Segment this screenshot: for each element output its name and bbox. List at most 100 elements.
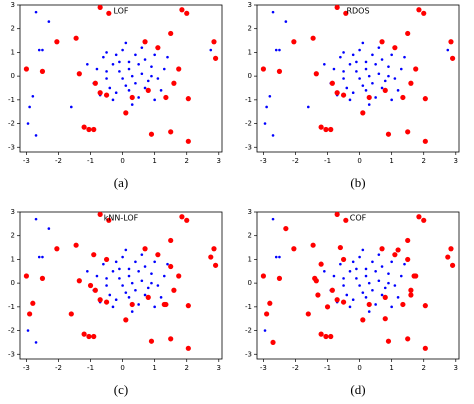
inlier-point	[342, 70, 345, 73]
inlier-point	[166, 55, 169, 59]
inlier-point	[143, 58, 147, 61]
x-tick-label: 1	[152, 157, 156, 165]
outlier-point	[343, 217, 349, 223]
outlier-point	[106, 10, 112, 16]
inlier-point	[355, 267, 358, 271]
outlier-point	[323, 333, 329, 340]
inlier-point	[127, 67, 131, 71]
inlier-point	[26, 329, 30, 332]
inlier-point	[140, 72, 144, 76]
outlier-point	[318, 261, 324, 267]
y-tick-label: 2	[11, 25, 15, 33]
inlier-point	[364, 274, 368, 278]
inlier-point	[342, 284, 345, 287]
inlier-point	[358, 48, 361, 52]
inlier-point	[105, 284, 108, 287]
outlier-point	[448, 246, 454, 252]
outlier-point	[310, 242, 316, 248]
outlier-point	[382, 294, 388, 300]
outlier-point	[416, 214, 422, 220]
inlier-point	[140, 46, 144, 49]
inlier-point	[339, 262, 342, 266]
y-tick-label: 2	[248, 25, 252, 33]
inlier-point	[86, 269, 89, 273]
inlier-point	[364, 267, 368, 271]
inlier-point	[137, 269, 140, 273]
y-tick-label: 0	[248, 279, 252, 287]
inlier-point	[127, 89, 131, 92]
inlier-point	[351, 298, 355, 302]
outlier-point	[329, 287, 335, 293]
outlier-point	[97, 211, 103, 217]
x-tick-label: -1	[87, 157, 94, 165]
outlier-point	[54, 39, 60, 45]
inlier-point	[348, 269, 352, 273]
inlier-point	[153, 53, 156, 57]
inlier-point	[263, 122, 267, 125]
outlier-point	[97, 90, 103, 96]
x-tick-label: -3	[23, 157, 30, 165]
inlier-point	[403, 262, 406, 266]
inlier-point	[371, 53, 374, 57]
x-tick-label: -2	[55, 157, 62, 165]
outlier-point	[176, 273, 182, 279]
inlier-point	[390, 305, 393, 309]
outlier-point	[155, 45, 161, 51]
outlier-point	[421, 217, 427, 223]
inlier-point	[153, 260, 156, 264]
inlier-point	[127, 296, 131, 299]
outlier-point	[123, 317, 129, 323]
inlier-point	[351, 53, 355, 57]
outlier-point	[405, 336, 411, 342]
outlier-point	[212, 55, 219, 61]
outlier-point	[449, 262, 456, 268]
inlier-point	[446, 48, 450, 52]
outlier-point	[92, 80, 98, 86]
outlier-point	[106, 217, 112, 223]
outlier-point	[366, 94, 372, 101]
inlier-point	[105, 77, 108, 80]
inlier-point	[150, 65, 153, 68]
inlier-point	[268, 94, 272, 98]
inlier-point	[114, 91, 118, 95]
outlier-point	[211, 39, 217, 45]
axes-frame	[256, 211, 460, 360]
inlier-point	[114, 298, 118, 302]
outlier-point	[73, 35, 79, 41]
outlier-point	[448, 39, 454, 45]
inlier-point	[374, 303, 377, 306]
inlier-point	[396, 296, 400, 299]
outlier-point	[360, 317, 366, 323]
outlier-point	[318, 124, 324, 130]
inlier-point	[153, 98, 156, 102]
outlier-point	[276, 68, 283, 74]
outlier-point	[161, 301, 167, 308]
outlier-point	[211, 246, 217, 252]
outlier-point	[30, 300, 36, 306]
inlier-point	[307, 105, 310, 109]
inlier-point	[348, 62, 352, 66]
inlier-point	[130, 74, 134, 78]
outlier-point	[343, 10, 349, 16]
y-tick-label: -1	[245, 96, 252, 104]
outlier-point	[168, 237, 174, 244]
caption: (c)	[114, 382, 128, 397]
inlier-point	[127, 60, 131, 64]
x-tick-label: 0	[120, 364, 124, 372]
inlier-point	[34, 217, 38, 221]
outlier-point	[405, 30, 411, 37]
y-tick-label: -1	[8, 96, 15, 104]
subplot: -3 -2 -1 0 1 2 3 -3 -2 -1 0 1 2 3 kNN-LOF (c)	[8, 208, 223, 397]
outlier-point	[267, 300, 273, 306]
y-tick-label: 0	[248, 72, 252, 80]
outlier-point	[337, 244, 343, 251]
inlier-point	[114, 260, 118, 264]
inlier-point	[387, 74, 390, 78]
inlier-point	[367, 281, 371, 285]
inlier-point	[271, 217, 275, 221]
inlier-point	[371, 81, 374, 85]
outlier-point	[86, 333, 92, 340]
chart-title: COF	[350, 214, 367, 223]
inlier-point	[127, 267, 131, 271]
outlier-point	[171, 80, 177, 86]
